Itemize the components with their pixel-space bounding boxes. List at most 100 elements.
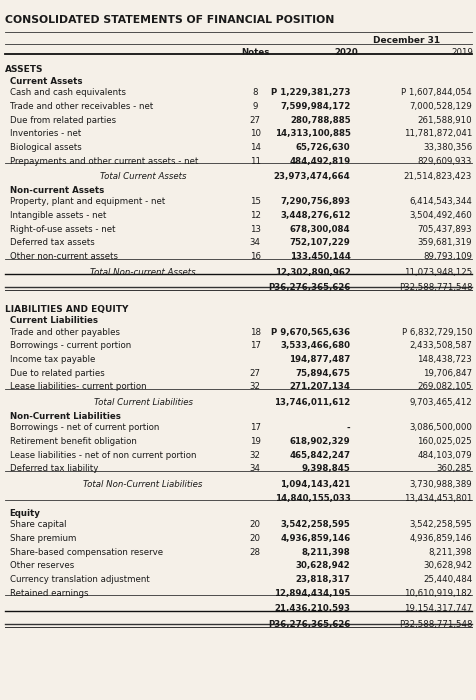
Text: 359,681,319: 359,681,319: [417, 239, 471, 247]
Text: Currency translation adjustment: Currency translation adjustment: [10, 575, 149, 584]
Text: P36,276,365,626: P36,276,365,626: [268, 620, 350, 629]
Text: 2019: 2019: [451, 48, 473, 57]
Text: 16: 16: [249, 252, 260, 261]
Text: 11,781,872,041: 11,781,872,041: [403, 130, 471, 138]
Text: P 9,670,565,636: P 9,670,565,636: [271, 328, 350, 337]
Text: Intangible assets - net: Intangible assets - net: [10, 211, 106, 220]
Text: Share capital: Share capital: [10, 520, 66, 529]
Text: 17: 17: [249, 342, 260, 351]
Text: 11: 11: [249, 157, 260, 165]
Text: 23,973,474,664: 23,973,474,664: [273, 172, 350, 181]
Text: 32: 32: [249, 382, 260, 391]
Text: 14: 14: [249, 143, 260, 152]
Text: 3,533,466,680: 3,533,466,680: [280, 342, 350, 351]
Text: 261,588,910: 261,588,910: [416, 116, 471, 125]
Text: 8: 8: [252, 88, 258, 97]
Text: Retained earnings: Retained earnings: [10, 589, 88, 598]
Text: Total Non-current Assets: Total Non-current Assets: [90, 268, 196, 277]
Text: 34: 34: [249, 239, 260, 247]
Text: Equity: Equity: [10, 509, 40, 518]
Text: 28: 28: [249, 547, 260, 556]
Text: Other reserves: Other reserves: [10, 561, 74, 570]
Text: Total Current Assets: Total Current Assets: [99, 172, 186, 181]
Text: 271,207,134: 271,207,134: [289, 382, 350, 391]
Text: Deferred tax liability: Deferred tax liability: [10, 464, 98, 473]
Text: 3,542,258,595: 3,542,258,595: [408, 520, 471, 529]
Text: 11,073,948,125: 11,073,948,125: [403, 268, 471, 277]
Text: 13: 13: [249, 225, 260, 234]
Text: 3,504,492,460: 3,504,492,460: [408, 211, 471, 220]
Text: P 6,832,729,150: P 6,832,729,150: [401, 328, 471, 337]
Text: 752,107,229: 752,107,229: [289, 239, 350, 247]
Text: Due to related parties: Due to related parties: [10, 369, 104, 378]
Text: 14,840,155,033: 14,840,155,033: [274, 494, 350, 503]
Text: 19: 19: [249, 437, 260, 446]
Text: 12,302,890,962: 12,302,890,962: [274, 268, 350, 277]
Text: 280,788,885: 280,788,885: [289, 116, 350, 125]
Text: 12,894,434,195: 12,894,434,195: [274, 589, 350, 598]
Text: 9: 9: [252, 102, 258, 111]
Text: 17: 17: [249, 424, 260, 433]
Text: 27: 27: [249, 369, 260, 378]
Text: 2,433,508,587: 2,433,508,587: [408, 342, 471, 351]
Text: ASSETS: ASSETS: [5, 65, 43, 74]
Text: 4,936,859,146: 4,936,859,146: [280, 534, 350, 543]
Text: 15: 15: [249, 197, 260, 206]
Text: 8,211,398: 8,211,398: [301, 547, 350, 556]
Text: 9,398,845: 9,398,845: [301, 464, 350, 473]
Text: Trade and other payables: Trade and other payables: [10, 328, 119, 337]
Text: 9,703,465,412: 9,703,465,412: [408, 398, 471, 407]
Text: Retirement benefit obligation: Retirement benefit obligation: [10, 437, 136, 446]
Text: 89,793,109: 89,793,109: [423, 252, 471, 261]
Text: 14,313,100,885: 14,313,100,885: [274, 130, 350, 138]
Text: CONSOLIDATED STATEMENTS OF FINANCIAL POSITION: CONSOLIDATED STATEMENTS OF FINANCIAL POS…: [5, 15, 334, 25]
Text: 21,514,823,423: 21,514,823,423: [403, 172, 471, 181]
Text: Share-based compensation reserve: Share-based compensation reserve: [10, 547, 162, 556]
Text: 2020: 2020: [333, 48, 357, 57]
Text: Biological assets: Biological assets: [10, 143, 81, 152]
Text: Total Current Liabilities: Total Current Liabilities: [93, 398, 192, 407]
Text: Non-current Assets: Non-current Assets: [10, 186, 104, 195]
Text: 1,094,143,421: 1,094,143,421: [279, 480, 350, 489]
Text: 7,290,756,893: 7,290,756,893: [280, 197, 350, 206]
Text: 30,628,942: 30,628,942: [422, 561, 471, 570]
Text: Notes: Notes: [240, 48, 269, 57]
Text: Total Non-Current Liabilities: Total Non-Current Liabilities: [83, 480, 202, 489]
Text: Cash and cash equivalents: Cash and cash equivalents: [10, 88, 125, 97]
Text: 75,894,675: 75,894,675: [295, 369, 350, 378]
Text: 360,285: 360,285: [436, 464, 471, 473]
Text: 32: 32: [249, 451, 260, 460]
Text: 20: 20: [249, 520, 260, 529]
Text: 20: 20: [249, 534, 260, 543]
Text: 6,414,543,344: 6,414,543,344: [408, 197, 471, 206]
Text: 3,086,500,000: 3,086,500,000: [408, 424, 471, 433]
Text: Borrowings - net of current portion: Borrowings - net of current portion: [10, 424, 159, 433]
Text: 484,103,079: 484,103,079: [416, 451, 471, 460]
Text: P32,588,771,548: P32,588,771,548: [398, 620, 471, 629]
Text: Share premium: Share premium: [10, 534, 76, 543]
Text: 484,492,819: 484,492,819: [289, 157, 350, 165]
Text: Trade and other receivables - net: Trade and other receivables - net: [10, 102, 152, 111]
Text: Inventories - net: Inventories - net: [10, 130, 80, 138]
Text: 18: 18: [249, 328, 260, 337]
Text: Lease liabilities- current portion: Lease liabilities- current portion: [10, 382, 146, 391]
Text: 12: 12: [249, 211, 260, 220]
Text: 30,628,942: 30,628,942: [295, 561, 350, 570]
Text: 10: 10: [249, 130, 260, 138]
Text: 21,436,210,593: 21,436,210,593: [274, 604, 350, 613]
Text: LIABILITIES AND EQUITY: LIABILITIES AND EQUITY: [5, 304, 128, 314]
Text: P32,588,771,548: P32,588,771,548: [398, 284, 471, 293]
Text: Right-of-use assets - net: Right-of-use assets - net: [10, 225, 115, 234]
Text: Due from related parties: Due from related parties: [10, 116, 115, 125]
Text: Borrowings - current portion: Borrowings - current portion: [10, 342, 130, 351]
Text: 148,438,723: 148,438,723: [416, 355, 471, 364]
Text: Property, plant and equipment - net: Property, plant and equipment - net: [10, 197, 164, 206]
Text: 8,211,398: 8,211,398: [428, 547, 471, 556]
Text: 13,434,453,801: 13,434,453,801: [403, 494, 471, 503]
Text: Income tax payable: Income tax payable: [10, 355, 95, 364]
Text: 133,450,144: 133,450,144: [289, 252, 350, 261]
Text: 3,448,276,612: 3,448,276,612: [279, 211, 350, 220]
Text: 25,440,484: 25,440,484: [422, 575, 471, 584]
Text: Current Liabilities: Current Liabilities: [10, 316, 97, 326]
Text: P 1,229,381,273: P 1,229,381,273: [270, 88, 350, 97]
